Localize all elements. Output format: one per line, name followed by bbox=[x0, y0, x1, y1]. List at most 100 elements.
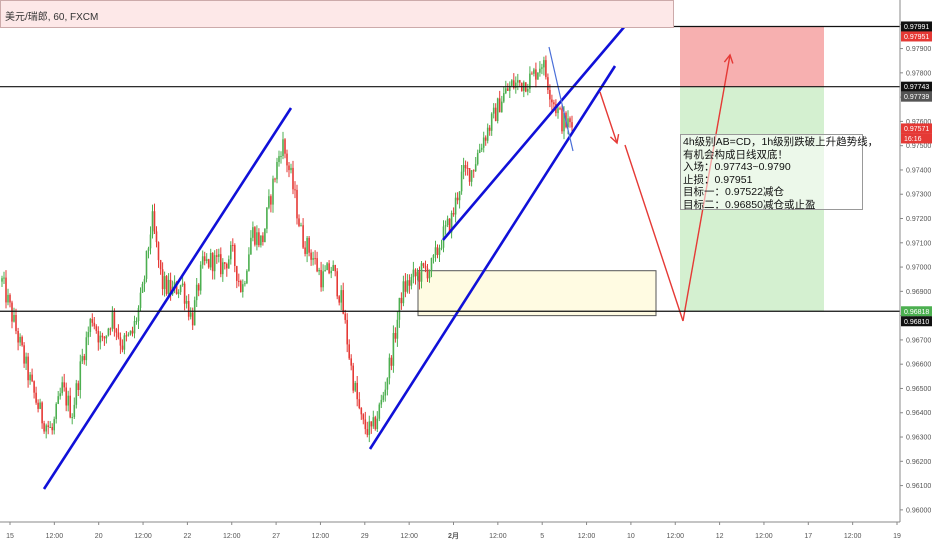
candle-body bbox=[226, 263, 228, 269]
candle-body bbox=[458, 191, 461, 201]
candle-body bbox=[384, 389, 387, 396]
price-badge bbox=[901, 21, 932, 32]
candle-body bbox=[195, 284, 198, 301]
candle-body bbox=[29, 374, 31, 381]
candle-body bbox=[147, 248, 150, 251]
note-line-6: 目标二：0.96850减仓或止盈 bbox=[683, 198, 816, 211]
candle-body bbox=[1, 278, 3, 282]
x-tick-label: 17 bbox=[804, 533, 812, 540]
candle-body bbox=[234, 245, 236, 266]
candle-body bbox=[543, 60, 545, 68]
candle-body bbox=[57, 396, 59, 404]
x-tick-label: 15 bbox=[6, 533, 14, 540]
candle-body bbox=[444, 225, 447, 227]
candle-body bbox=[280, 156, 282, 157]
y-tick-label: 0.97600 bbox=[906, 119, 931, 126]
candle-body bbox=[318, 270, 320, 272]
candle-body bbox=[561, 108, 563, 132]
candle-body bbox=[197, 284, 200, 291]
candle-body bbox=[468, 168, 471, 182]
candle-body bbox=[129, 330, 132, 335]
candle-body bbox=[23, 345, 25, 364]
candle-body bbox=[199, 264, 202, 291]
candle-body bbox=[282, 139, 284, 156]
candle-body bbox=[37, 402, 39, 409]
candle-body bbox=[440, 247, 443, 249]
candle-body bbox=[344, 313, 346, 320]
candle-body bbox=[541, 67, 543, 69]
candle-body bbox=[310, 252, 312, 260]
symbol-header: 美元/瑞郎, 60, FXCM bbox=[0, 0, 674, 28]
candle-body bbox=[426, 268, 429, 279]
candle-body bbox=[346, 319, 348, 345]
candle-body bbox=[31, 374, 33, 382]
x-tick-label: 10 bbox=[627, 533, 635, 540]
price-badge-label: 0.97951 bbox=[904, 34, 929, 41]
candle-body bbox=[434, 247, 437, 256]
x-tick-label: 5 bbox=[540, 533, 544, 540]
candle-body bbox=[368, 421, 371, 435]
y-tick-label: 0.96700 bbox=[906, 337, 931, 344]
candle-body bbox=[304, 247, 306, 254]
candle-body bbox=[394, 333, 397, 339]
candle-body bbox=[45, 425, 47, 432]
candle-body bbox=[91, 319, 94, 323]
candle-body bbox=[316, 258, 318, 272]
trendlines-layer bbox=[42, 25, 734, 490]
candle-body bbox=[274, 178, 276, 180]
candle-body bbox=[300, 225, 302, 227]
candle-body bbox=[61, 382, 63, 394]
candle-body bbox=[569, 118, 571, 123]
candle-body bbox=[183, 283, 186, 304]
candle-body bbox=[490, 113, 493, 131]
candle-body bbox=[151, 211, 154, 235]
y-tick-label: 0.96900 bbox=[906, 289, 931, 296]
candle-body bbox=[135, 321, 138, 323]
price-badge-label: 0.96810 bbox=[904, 319, 929, 326]
candle-body bbox=[47, 425, 49, 427]
x-tick-label: 12:00 bbox=[400, 533, 418, 540]
candle-body bbox=[442, 226, 445, 248]
y-tick-label: 0.97200 bbox=[906, 216, 931, 223]
candle-body bbox=[396, 319, 399, 339]
price-badge-label: 0.97743 bbox=[904, 84, 929, 91]
y-tick-label: 0.96500 bbox=[906, 386, 931, 393]
candle-body bbox=[270, 196, 272, 205]
candle-body bbox=[553, 102, 555, 105]
x-tick-label: 12:00 bbox=[578, 533, 596, 540]
candle-body bbox=[334, 265, 336, 272]
candle-body bbox=[322, 271, 324, 288]
price-badges-layer: 0.97991 0.97951 0.97743 0.97739 0.97571 16:16… bbox=[901, 21, 932, 327]
candle-body bbox=[63, 382, 65, 388]
y-tick-label: 0.97800 bbox=[906, 70, 931, 77]
candle-body bbox=[448, 218, 451, 233]
candle-body bbox=[236, 266, 238, 281]
x-tick-label: 2月 bbox=[448, 532, 459, 540]
candle-body bbox=[352, 365, 354, 391]
candle-body bbox=[390, 357, 393, 366]
candle-body bbox=[59, 393, 61, 397]
candle-body bbox=[422, 263, 425, 266]
candle-body bbox=[507, 88, 509, 91]
trendline-upper bbox=[442, 25, 626, 241]
candle-body bbox=[258, 232, 260, 246]
candle-body bbox=[472, 170, 475, 172]
candle-body bbox=[218, 254, 220, 257]
x-tick-label: 12 bbox=[716, 533, 724, 540]
candle-body bbox=[515, 82, 517, 88]
candle-body bbox=[254, 227, 256, 245]
candle-body bbox=[187, 301, 190, 317]
candle-body bbox=[99, 335, 102, 343]
price-badge bbox=[901, 91, 932, 102]
candle-body bbox=[529, 73, 531, 89]
candle-body bbox=[260, 235, 262, 246]
candle-body bbox=[326, 263, 328, 271]
x-tick-label: 27 bbox=[272, 533, 280, 540]
candle-body bbox=[107, 328, 110, 336]
candle-body bbox=[470, 170, 473, 182]
note-line-5: 目标一：0.97522减仓 bbox=[683, 186, 784, 198]
abcd-leg bbox=[548, 46, 574, 152]
candle-body bbox=[488, 127, 491, 131]
candle-body bbox=[21, 336, 23, 346]
